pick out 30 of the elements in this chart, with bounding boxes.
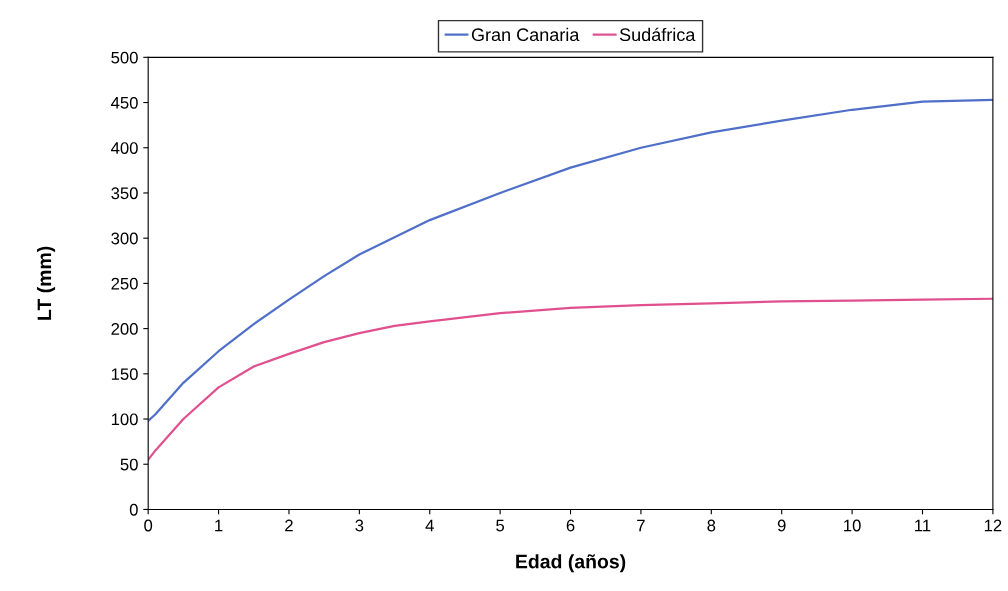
x-tick-label: 2 — [285, 519, 293, 532]
y-tick-label: 250 — [111, 277, 138, 290]
y-tick-label: 0 — [129, 503, 138, 516]
y-tick-label: 100 — [111, 413, 138, 426]
line-series — [148, 98, 993, 422]
y-tick-label: 300 — [111, 232, 138, 245]
y-tick-label: 450 — [111, 96, 138, 109]
x-tick-label: 9 — [777, 519, 786, 532]
y-tick-label: 50 — [120, 458, 138, 471]
y-axis-title: LT (mm) — [36, 246, 56, 320]
x-tick-label: 1 — [215, 519, 223, 532]
legend-label: Sudáfrica — [619, 27, 696, 42]
y-tick-label: 150 — [111, 368, 138, 381]
y-tick-label: 350 — [111, 187, 138, 200]
x-tick-label: 6 — [566, 519, 575, 532]
y-tick-label: 200 — [111, 323, 138, 335]
x-tick-label: 4 — [425, 519, 434, 532]
x-tick-label: 10 — [844, 519, 861, 532]
x-axis-title: Edad (años) — [516, 554, 626, 573]
legend-label: Gran Canaria — [471, 27, 580, 42]
x-tick-label: 8 — [707, 519, 716, 532]
x-tick-label: 3 — [355, 519, 364, 532]
y-tick-label: 500 — [111, 51, 138, 64]
line-series — [148, 297, 993, 461]
x-tick-label: 5 — [496, 519, 505, 532]
x-tick-label: 7 — [637, 519, 645, 532]
x-tick-label: 12 — [984, 519, 1002, 532]
y-tick-label: 400 — [111, 142, 138, 154]
x-tick-label: 0 — [144, 519, 153, 532]
x-tick-label: 11 — [915, 519, 931, 532]
